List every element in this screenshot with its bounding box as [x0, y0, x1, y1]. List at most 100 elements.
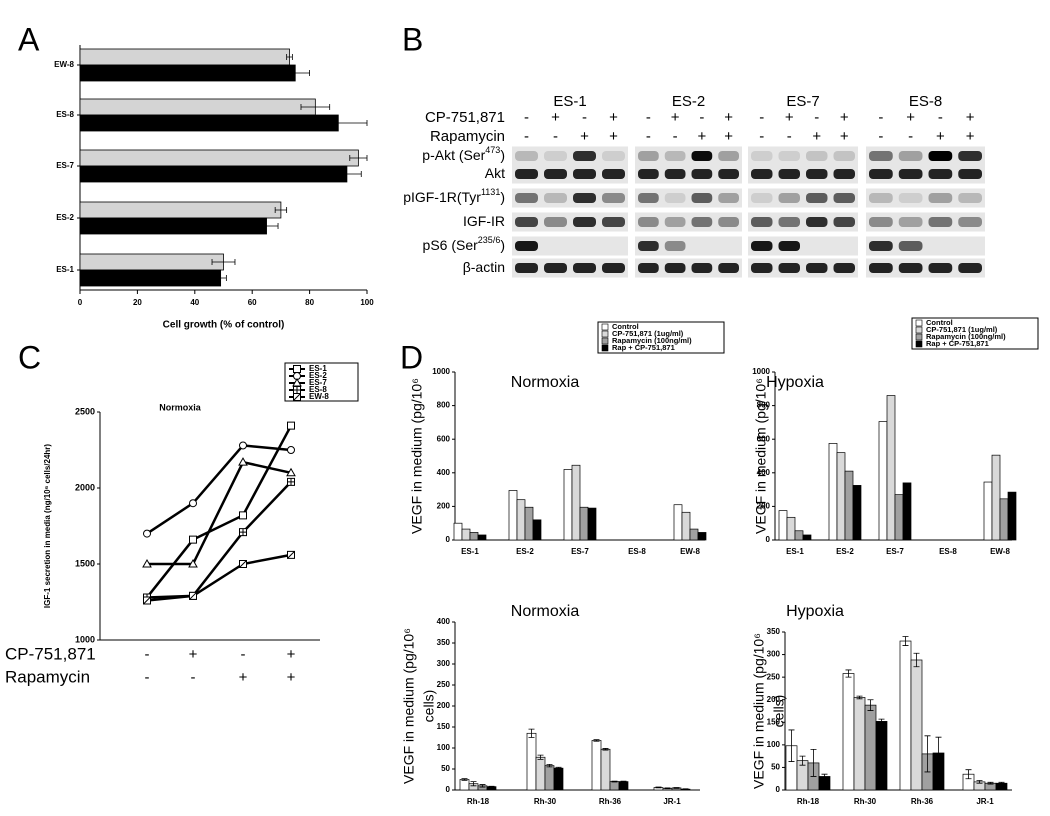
- legend-marker: [293, 386, 301, 394]
- y-axis-label: VEGF in medium (pg/10⁶: [409, 378, 425, 534]
- blot-strip: [866, 258, 985, 278]
- error-bar: [611, 780, 618, 783]
- blot-band: [638, 241, 659, 251]
- error-bar: [537, 754, 544, 760]
- blot-band: [638, 169, 659, 179]
- x-tick-label: EW-8: [990, 547, 1010, 556]
- blot-strip: [512, 236, 628, 256]
- row-label-text: ): [500, 237, 505, 253]
- treatment-sign: +: [724, 109, 733, 126]
- condition-label: CP-751,871: [5, 644, 96, 663]
- legend-swatch: [915, 340, 923, 348]
- legend-label: ES-1: [309, 364, 327, 373]
- blot-strip: [635, 188, 742, 208]
- x-tick-label: Rh-30: [534, 797, 557, 806]
- bar: [689, 528, 699, 541]
- y-tick-label: 50: [771, 763, 780, 772]
- treatment-sign: -: [759, 109, 764, 126]
- error-bar: [998, 781, 1005, 785]
- error-bar: [965, 769, 972, 780]
- treatment-sign: +: [812, 128, 821, 145]
- blot-band: [833, 263, 855, 273]
- treatment-sign: -: [878, 109, 883, 126]
- bar: [563, 469, 573, 541]
- blot-strip: [866, 164, 985, 184]
- error-bar: [214, 275, 227, 281]
- error-bar: [673, 787, 680, 789]
- cell-line-label: ES-7: [786, 93, 819, 110]
- blot-band: [869, 263, 893, 273]
- y-tick-label: 1000: [752, 367, 770, 376]
- bar: [532, 519, 542, 541]
- row-label-text: β-actin: [463, 259, 505, 275]
- treatment-sign: -: [699, 109, 704, 126]
- bar: [786, 516, 796, 541]
- row-label-text: p-Akt (Ser: [422, 147, 485, 163]
- condition-sign: +: [287, 669, 296, 686]
- legend-swatch: [915, 319, 923, 327]
- marker: [142, 558, 152, 568]
- error-bar: [682, 788, 689, 790]
- panel-label: B: [402, 21, 423, 57]
- legend-label: Rap + CP-751,871: [612, 343, 675, 352]
- y-tick-label: 400: [437, 468, 451, 477]
- marker: [189, 591, 197, 600]
- blot-band: [869, 241, 893, 251]
- bar: [886, 395, 896, 541]
- treatment-sign: +: [724, 128, 733, 145]
- blot-band: [806, 217, 828, 227]
- marker: [287, 446, 295, 454]
- x-tick-label: 0: [78, 298, 83, 307]
- blot-band: [718, 217, 739, 227]
- error-bar: [810, 748, 817, 777]
- marker: [239, 528, 247, 537]
- bar: [828, 443, 838, 541]
- blot-band: [778, 151, 800, 161]
- bar: [571, 464, 581, 541]
- blot-band: [751, 169, 773, 179]
- blot-band: [573, 263, 596, 273]
- legend-label: ES-8: [309, 385, 327, 394]
- blot-band: [958, 217, 982, 227]
- legend-label: Control: [612, 322, 639, 331]
- blot-band: [751, 263, 773, 273]
- error-bar: [479, 784, 486, 788]
- legend-label: Control: [926, 318, 953, 327]
- blot-band: [958, 193, 982, 203]
- error-bar: [254, 223, 279, 229]
- bar: [697, 532, 707, 541]
- y-tick-label: 50: [441, 764, 450, 773]
- treatment-label: CP-751,871: [425, 109, 505, 126]
- panel-label: D: [400, 339, 423, 375]
- blot-band: [778, 169, 800, 179]
- bar: [79, 165, 348, 183]
- legend-box: [597, 321, 725, 354]
- blot-band: [515, 151, 538, 161]
- error-bar: [286, 54, 293, 60]
- error-bar: [274, 207, 288, 213]
- blot-strip: [512, 258, 628, 278]
- treatment-sign: +: [785, 109, 794, 126]
- blot-strip: [635, 258, 742, 278]
- y-tick-label: 800: [437, 401, 451, 410]
- y-tick-label: 0: [446, 785, 451, 794]
- blot-band: [751, 217, 773, 227]
- legend-label: EW-8: [309, 392, 329, 401]
- y-tick-label: 0: [446, 535, 451, 544]
- treatment-sign: +: [966, 128, 975, 145]
- bar: [453, 522, 463, 541]
- blot-strip: [635, 236, 742, 256]
- blot-band: [544, 263, 567, 273]
- error-bar: [856, 695, 863, 700]
- y-tick-label: 200: [767, 695, 781, 704]
- y-tick-label: 800: [757, 401, 771, 410]
- blot-strip: [635, 212, 742, 232]
- blot-band: [778, 241, 800, 251]
- legend-swatch: [601, 337, 609, 345]
- y-tick-label: 1000: [75, 634, 95, 644]
- bar: [999, 498, 1009, 541]
- marker: [287, 421, 295, 430]
- blot-band: [751, 193, 773, 203]
- treatment-sign: +: [906, 109, 915, 126]
- y-tick-label: EW-8: [54, 60, 74, 69]
